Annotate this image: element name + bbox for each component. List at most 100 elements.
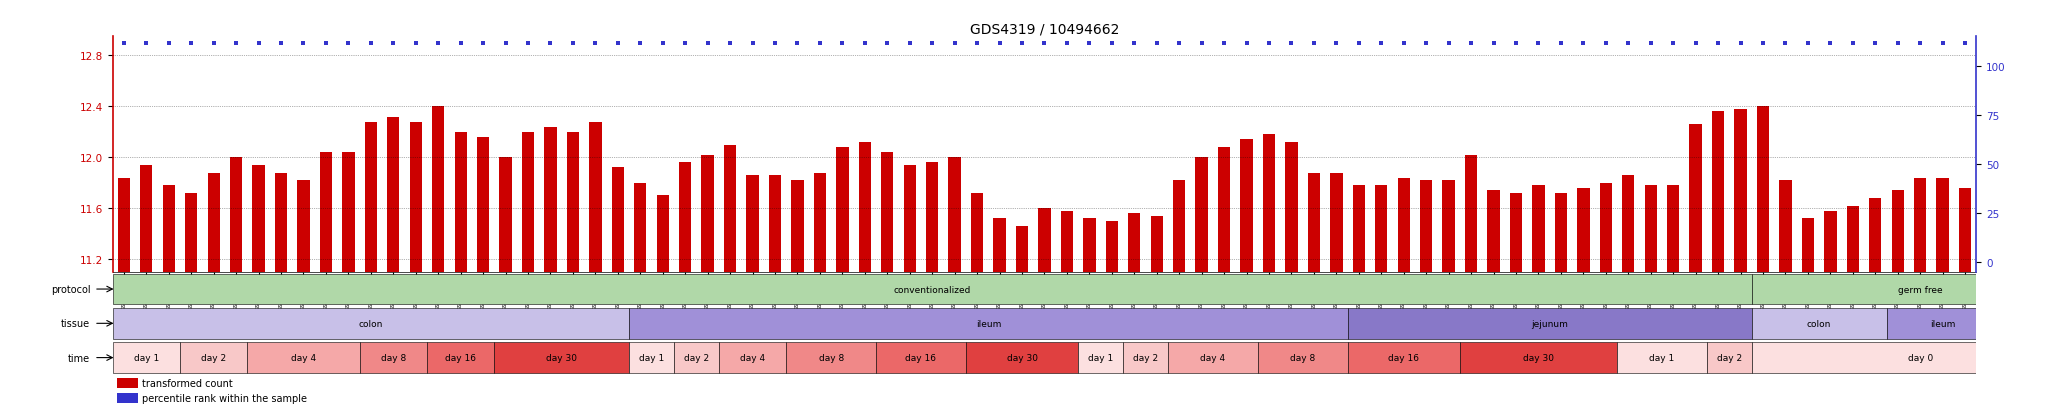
Point — [354, 41, 387, 47]
Bar — [477, 138, 489, 272]
Bar — [1599, 183, 1612, 272]
Point — [399, 41, 432, 47]
Text: protocol: protocol — [51, 285, 90, 294]
Point — [377, 41, 410, 47]
Point — [961, 41, 993, 47]
Bar — [365, 122, 377, 272]
Point — [1477, 41, 1509, 47]
Point — [557, 41, 590, 47]
Bar — [274, 173, 287, 272]
Text: day 16: day 16 — [905, 353, 936, 362]
Point — [219, 41, 252, 47]
Point — [1905, 41, 1937, 47]
Point — [1186, 41, 1219, 47]
Bar — [567, 133, 580, 272]
Point — [1612, 41, 1645, 47]
Point — [1747, 41, 1780, 47]
Bar — [629, 308, 1348, 339]
Text: transformed count: transformed count — [143, 378, 233, 388]
Bar — [1257, 342, 1348, 373]
Point — [1882, 41, 1915, 47]
Bar — [1083, 219, 1096, 272]
Bar — [1667, 186, 1679, 272]
Bar — [1645, 186, 1657, 272]
Text: day 30: day 30 — [1524, 353, 1554, 362]
Bar — [162, 186, 174, 272]
Bar — [1128, 214, 1141, 272]
Bar — [494, 342, 629, 373]
Text: day 1: day 1 — [1649, 353, 1675, 362]
Bar — [387, 117, 399, 272]
Bar — [1886, 308, 1999, 339]
Bar — [674, 342, 719, 373]
Bar — [1286, 142, 1298, 272]
Point — [242, 41, 274, 47]
Point — [1163, 41, 1196, 47]
Bar — [248, 342, 360, 373]
Bar — [117, 393, 137, 403]
Bar — [455, 133, 467, 272]
Bar — [1348, 342, 1460, 373]
Bar — [1937, 178, 1950, 272]
Bar — [117, 378, 137, 388]
Bar — [184, 193, 197, 272]
Point — [1364, 41, 1397, 47]
Bar — [1802, 219, 1815, 272]
Text: day 2: day 2 — [201, 353, 225, 362]
Point — [1634, 41, 1667, 47]
Point — [735, 41, 768, 47]
Bar — [207, 173, 219, 272]
Bar — [1264, 135, 1276, 272]
Bar — [1196, 158, 1208, 272]
Bar — [522, 133, 535, 272]
Bar — [1122, 342, 1167, 373]
Bar — [1219, 148, 1231, 272]
Bar — [1460, 342, 1618, 373]
Bar — [229, 158, 242, 272]
Bar — [791, 181, 803, 272]
Bar — [612, 168, 625, 272]
Point — [106, 41, 139, 47]
Bar — [723, 145, 737, 272]
Bar — [1241, 140, 1253, 272]
Point — [1927, 41, 1960, 47]
Bar — [971, 193, 983, 272]
Point — [758, 41, 791, 47]
Bar — [590, 122, 602, 272]
Text: colon: colon — [1806, 319, 1831, 328]
Point — [1432, 41, 1464, 47]
Point — [1231, 41, 1264, 47]
Bar — [360, 342, 426, 373]
Point — [264, 41, 297, 47]
Point — [197, 41, 229, 47]
Text: colon: colon — [358, 319, 383, 328]
Bar — [113, 274, 1751, 305]
Point — [174, 41, 207, 47]
Bar — [629, 342, 674, 373]
Point — [1409, 41, 1442, 47]
Point — [1051, 41, 1083, 47]
Point — [1298, 41, 1331, 47]
Point — [848, 41, 881, 47]
Bar — [877, 342, 967, 373]
Bar — [117, 178, 129, 272]
Bar — [1780, 181, 1792, 272]
Bar — [1751, 274, 2048, 305]
Bar — [1487, 191, 1499, 272]
Bar — [1690, 125, 1702, 272]
Point — [803, 41, 836, 47]
Bar — [410, 122, 422, 272]
Bar — [1751, 308, 1886, 339]
Text: day 8: day 8 — [819, 353, 844, 362]
Text: day 0: day 0 — [1907, 353, 1933, 362]
Bar — [1151, 216, 1163, 272]
Point — [489, 41, 522, 47]
Point — [1208, 41, 1241, 47]
Bar — [702, 155, 715, 272]
Point — [938, 41, 971, 47]
Bar — [319, 153, 332, 272]
Point — [1589, 41, 1622, 47]
Text: day 2: day 2 — [1133, 353, 1157, 362]
Bar — [500, 158, 512, 272]
Point — [1567, 41, 1599, 47]
